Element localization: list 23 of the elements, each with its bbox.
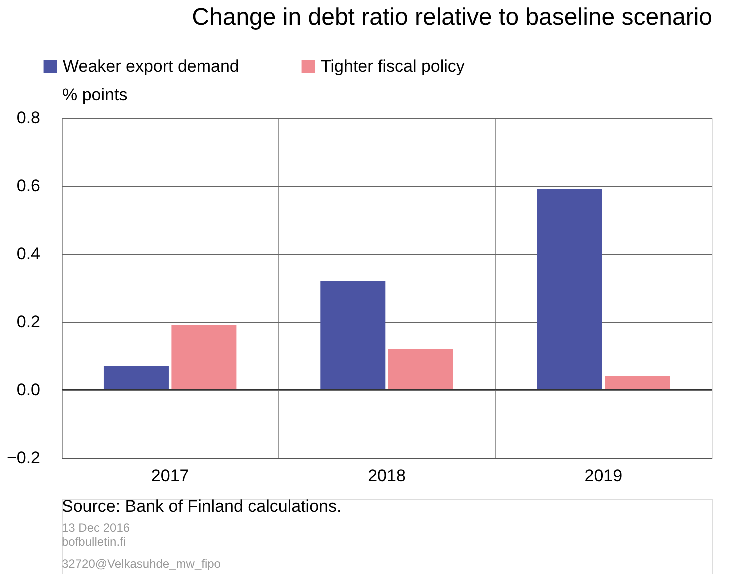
y-axis-title: % points <box>62 86 128 104</box>
legend-label: Tighter fiscal policy <box>321 56 466 76</box>
bar <box>605 376 670 390</box>
y-tick-label: −0.2 <box>6 448 40 468</box>
y-tick-label: 0.0 <box>16 380 40 400</box>
bar <box>388 349 454 390</box>
x-tick-label: 2017 <box>151 466 190 486</box>
x-tick-label: 2019 <box>584 466 623 486</box>
chart-title: Change in debt ratio relative to baseline scenario <box>192 4 712 31</box>
bar <box>537 189 602 390</box>
y-tick-label: 0.6 <box>16 176 40 196</box>
y-tick-label: 0.2 <box>16 312 40 332</box>
legend-label: Weaker export demand <box>63 56 240 76</box>
y-tick-label: 0.8 <box>16 108 40 128</box>
x-tick-label: 2018 <box>368 466 406 486</box>
text: 32720@Velkasuhde_mw_fipo <box>62 557 222 571</box>
bar <box>104 366 169 390</box>
text: bofbulletin.fi <box>62 535 126 549</box>
bar <box>320 281 386 390</box>
bar <box>172 325 237 390</box>
source-note: Source: Bank of Finland calculations. <box>62 497 342 516</box>
text: 13 Dec 2016 <box>62 521 130 535</box>
y-tick-label: 0.4 <box>16 244 40 264</box>
